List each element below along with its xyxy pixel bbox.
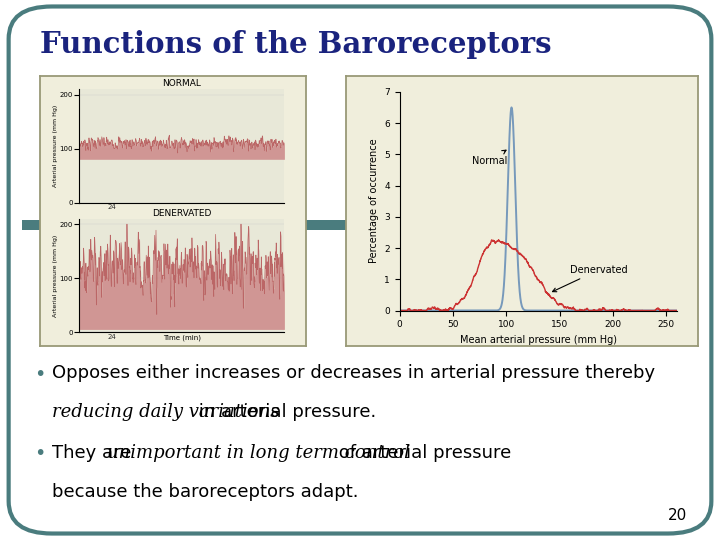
Text: reducing daily variations: reducing daily variations	[52, 403, 279, 421]
Text: They are: They are	[52, 444, 137, 462]
Text: Opposes either increases or decreases in arterial pressure thereby: Opposes either increases or decreases in…	[52, 364, 655, 382]
Y-axis label: Percentage of occurrence: Percentage of occurrence	[369, 139, 379, 264]
X-axis label: Mean arterial pressure (mm Hg): Mean arterial pressure (mm Hg)	[459, 335, 617, 345]
Text: 24: 24	[107, 204, 116, 210]
Text: unimportant in long term control: unimportant in long term control	[107, 444, 410, 462]
X-axis label: Time (min): Time (min)	[163, 335, 201, 341]
Text: •: •	[35, 364, 46, 383]
Text: of arterial pressure: of arterial pressure	[333, 444, 511, 462]
Text: Normal: Normal	[472, 150, 508, 166]
Y-axis label: Arterial pressure (mm Hg): Arterial pressure (mm Hg)	[53, 105, 58, 187]
Text: Denervated: Denervated	[552, 265, 628, 292]
Title: DENERVATED: DENERVATED	[152, 209, 212, 218]
Y-axis label: Arterial pressure (mm Hg): Arterial pressure (mm Hg)	[53, 234, 58, 316]
Text: 20: 20	[668, 508, 688, 523]
Text: Functions of the Baroreceptors: Functions of the Baroreceptors	[40, 30, 552, 59]
Text: 24: 24	[107, 334, 116, 340]
Text: because the baroreceptors adapt.: because the baroreceptors adapt.	[52, 483, 359, 501]
Title: NORMAL: NORMAL	[163, 79, 201, 89]
Text: in arterial pressure.: in arterial pressure.	[193, 403, 377, 421]
Text: •: •	[35, 444, 46, 463]
